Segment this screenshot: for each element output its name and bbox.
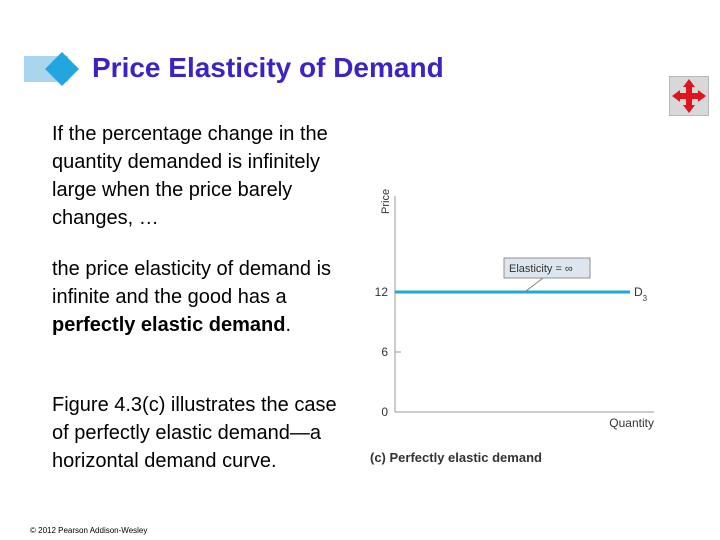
demand-chart: Price 0 6 12 Quantity D3 Elasticity = ∞ (c… xyxy=(370,189,654,465)
y-tick-label: 6 xyxy=(381,345,388,359)
paragraph-1: If the percentage change in the quantity… xyxy=(52,123,328,229)
x-axis-label: Quantity xyxy=(609,416,654,430)
elasticity-label: Elasticity = ∞ xyxy=(509,263,573,275)
paragraph-2-text: the price elasticity of demand is infini… xyxy=(52,258,332,308)
paragraph-2-bold: perfectly elastic demand xyxy=(52,314,286,336)
elasticity-pointer xyxy=(525,277,544,292)
y-tick-label: 0 xyxy=(381,405,388,419)
y-axis-label: Price xyxy=(380,189,392,214)
paragraph-2: the price elasticity of demand is infini… xyxy=(52,255,352,339)
paragraph-3: Figure 4.3(c) illustrates the case of pe… xyxy=(52,394,337,472)
copyright-notice: © 2012 Pearson Addison-Wesley xyxy=(30,526,148,535)
chart-caption: (c) Perfectly elastic demand xyxy=(370,450,542,465)
elasticity-label-box xyxy=(503,257,591,279)
move-arrows-icon[interactable] xyxy=(669,76,709,116)
slide-title: Price Elasticity of Demand xyxy=(92,52,444,83)
series-label-d3: D3 xyxy=(634,285,648,303)
y-tick-label: 12 xyxy=(375,285,389,299)
paragraph-2-suffix: . xyxy=(285,314,291,336)
